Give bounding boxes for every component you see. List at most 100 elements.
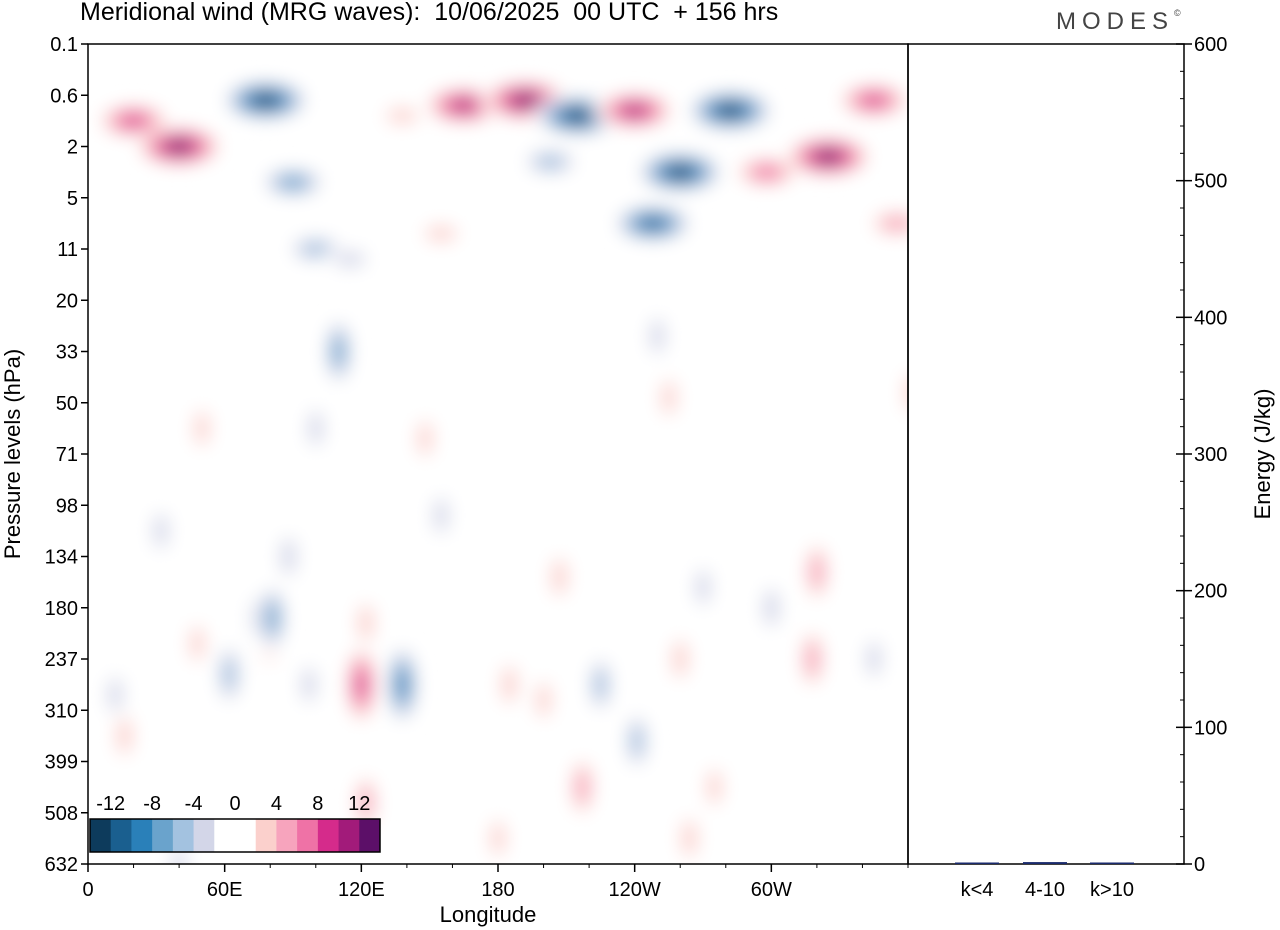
energy-category-label: k>10 xyxy=(1090,879,1134,901)
colorbar-label: -8 xyxy=(143,793,161,815)
colorbar-swatch-11 xyxy=(317,819,340,852)
wind-contour-13-6 xyxy=(642,218,663,229)
colorbar-frame xyxy=(89,818,381,853)
y-tick-label: 180 xyxy=(45,598,78,620)
wind-contour-20-2 xyxy=(334,251,366,267)
wind-contour-8-7 xyxy=(516,95,535,105)
wind-contour-11-6 xyxy=(624,105,645,116)
wind-contour-12-7 xyxy=(670,167,690,177)
wind-contour-1-7 xyxy=(169,142,189,151)
y-tick-label: 98 xyxy=(56,495,78,517)
wind-contour-35-5 xyxy=(356,672,367,697)
wind-contour-2-7 xyxy=(256,95,275,105)
colorbar-label: 4 xyxy=(271,793,282,815)
colorbar-swatch-10 xyxy=(297,819,319,852)
wind-contour-49-3 xyxy=(810,556,823,588)
energy-bars: k<4 4-10 k>10 xyxy=(955,862,1134,901)
x-tick-label: 120E xyxy=(338,879,385,901)
colorbar-swatch-1 xyxy=(110,819,132,852)
colorbar-swatch-8 xyxy=(255,819,277,852)
colorbar-swatch-7 xyxy=(235,819,257,852)
y-tick-label: 632 xyxy=(45,854,78,876)
wind-contour-9-7 xyxy=(568,111,588,121)
wind-contour-38-5 xyxy=(397,672,408,697)
wind-contour-27-2 xyxy=(650,318,665,354)
colorbar-swatch-13 xyxy=(359,819,381,852)
energy-bar-2 xyxy=(1090,862,1134,864)
chart-title: Meridional wind (MRG waves): 10/06/2025 … xyxy=(80,0,779,26)
y-tick-label: 11 xyxy=(57,239,78,261)
wind-contour-6-2 xyxy=(386,108,419,124)
energy-tick-label: 0 xyxy=(1194,854,1205,876)
wind-contour-22-2 xyxy=(661,380,676,416)
x-tick-label: 0 xyxy=(82,879,93,901)
wind-contour-50-3 xyxy=(806,643,819,675)
y-tick-label: 310 xyxy=(45,700,78,722)
y-tick-label: 2 xyxy=(67,137,78,159)
wind-contour-47-2 xyxy=(696,569,710,605)
energy-tick-label: 100 xyxy=(1194,717,1227,739)
energy-tick-label: 200 xyxy=(1194,581,1227,603)
wind-contour-19-2 xyxy=(425,226,457,242)
energy-frame xyxy=(907,43,1185,865)
wind-contour-0-5 xyxy=(122,115,145,126)
colorbar-label: 0 xyxy=(229,793,240,815)
wind-contour-33-2 xyxy=(281,537,296,576)
wind-contour-36-2 xyxy=(358,604,374,642)
axes-layer: 0.1 0.6 2 5 11 20 33 50 71 98 134 180 237 310 399 508 63… xyxy=(0,34,1275,927)
colorbar-swatch-4 xyxy=(172,819,195,852)
wind-contour-57-1 xyxy=(900,364,908,421)
wind-contour-16-7 xyxy=(818,152,838,162)
energy-bar-0 xyxy=(955,862,999,864)
x-tick-label: 180 xyxy=(481,879,514,901)
wind-contour-45-2 xyxy=(672,640,688,678)
wind-contour-31-3 xyxy=(223,659,236,690)
colorbar-swatch-9 xyxy=(276,819,298,852)
y-tick-label: 5 xyxy=(67,188,78,210)
y-tick-label: 237 xyxy=(45,649,78,671)
wind-contour-18-3 xyxy=(883,216,908,230)
modes-logo: MODES© xyxy=(1056,8,1181,36)
y-tick-label: 71 xyxy=(56,444,78,466)
wind-contour-10-3 xyxy=(536,155,564,169)
y-tick-label: 399 xyxy=(45,752,78,774)
wind-contour-30-2 xyxy=(117,717,132,755)
wind-contour-21-2 xyxy=(308,410,323,446)
wind-contour-29-2 xyxy=(108,677,123,713)
wind-contour-54-2 xyxy=(681,819,697,858)
wind-contour-41-3 xyxy=(576,771,589,803)
wind-contour-32-4 xyxy=(267,605,278,631)
y-tick-label: 134 xyxy=(45,547,78,569)
wind-contour-44-3 xyxy=(631,726,643,756)
colorbar-label: 8 xyxy=(312,793,323,815)
colorbar-swatch-12 xyxy=(338,819,360,852)
wind-contour-3-4 xyxy=(281,176,305,188)
energy-tick-label: 500 xyxy=(1194,171,1227,193)
wind-contour-53-2 xyxy=(491,820,505,856)
wind-contour-39-2 xyxy=(501,665,517,704)
colorbar-label: 12 xyxy=(348,793,370,815)
wind-contour-46-2 xyxy=(707,769,722,805)
logo-text: MODES xyxy=(1056,8,1175,35)
wind-contour-43-3 xyxy=(594,670,607,700)
x-axis-label: Longitude xyxy=(440,902,537,927)
wind-contour-40-2 xyxy=(536,682,551,718)
wind-contour-14-7 xyxy=(721,106,740,116)
wind-contour-37-3 xyxy=(360,788,372,817)
x-tick-label: 60W xyxy=(751,879,792,901)
wind-contour-5-4 xyxy=(333,338,344,365)
y-tick-label: 0.1 xyxy=(50,34,78,56)
colorbar-label: -4 xyxy=(185,793,203,815)
logo-mark: © xyxy=(1174,8,1181,18)
x-tick-label: 60E xyxy=(207,879,243,901)
wind-contour-55-2 xyxy=(194,410,209,446)
colorbar: -12 -8 -4 0 4 8 12 xyxy=(89,793,381,853)
energy-tick-label: 400 xyxy=(1194,307,1227,329)
energy-axis-label: Energy (J/kg) xyxy=(1250,389,1275,520)
wind-contour-25-2 xyxy=(153,513,168,549)
y-tick-label: 50 xyxy=(56,393,78,415)
colorbar-label: -12 xyxy=(96,793,125,815)
wind-contour-51-2 xyxy=(866,641,881,677)
colorbar-swatch-0 xyxy=(90,819,112,852)
